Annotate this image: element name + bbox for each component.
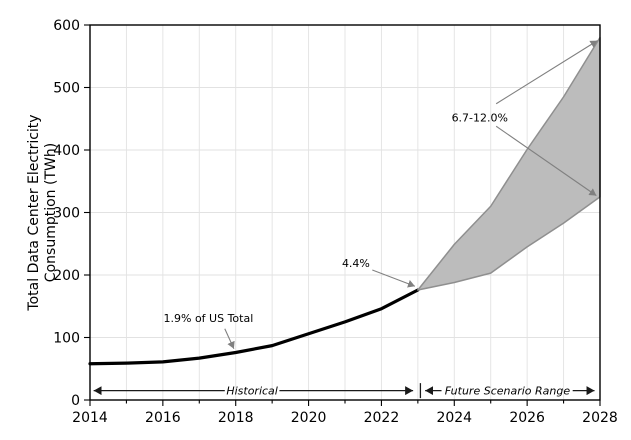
y-tick-label: 0 [71, 393, 80, 409]
x-tick-label: 2014 [72, 410, 108, 426]
x-tick-label: 2022 [364, 410, 400, 426]
y-tick-label: 400 [53, 143, 80, 159]
span-labels: Historical Future Scenario Range [93, 383, 595, 399]
y-axis-label-line1: Total Data Center Electricity [26, 114, 42, 311]
y-tick-label: 300 [53, 206, 80, 222]
annotation-text: 4.4% [342, 257, 370, 270]
x-tick-label: 2020 [291, 410, 327, 426]
annotations: 1.9% of US Total 4.4% 6.7-12.0% [164, 40, 598, 349]
x-tick-label: 2016 [145, 410, 181, 426]
annotation-arrow [495, 40, 598, 105]
axis-ticks [84, 24, 601, 406]
y-axis-label-line2: Consumption (TWh) [43, 143, 59, 282]
x-tick-label: 2028 [582, 410, 618, 426]
y-tick-label: 500 [53, 81, 80, 97]
future-span-label: Future Scenario Range [445, 385, 571, 398]
annotation-arrow [372, 269, 416, 288]
x-tick-label: 2018 [218, 410, 254, 426]
y-tick-label: 600 [53, 18, 80, 34]
y-tick-label: 200 [53, 268, 80, 284]
annotation-arrow [495, 125, 597, 197]
x-tick-label: 2024 [436, 410, 472, 426]
y-tick-label: 100 [53, 331, 80, 347]
historical-line-series [88, 288, 420, 366]
x-tick-label: 2026 [509, 410, 545, 426]
annotation-arrow [224, 328, 235, 349]
annotation-text: 6.7-12.0% [452, 112, 508, 125]
annotation-text: 1.9% of US Total [164, 312, 254, 325]
tick-labels: 2014 2016 2018 2020 2022 2024 2026 2028 0 100 200 3… [53, 18, 618, 426]
historical-span-label: Historical [226, 385, 278, 398]
y-axis-label: Total Data Center Electricity Consumption… [26, 114, 59, 311]
